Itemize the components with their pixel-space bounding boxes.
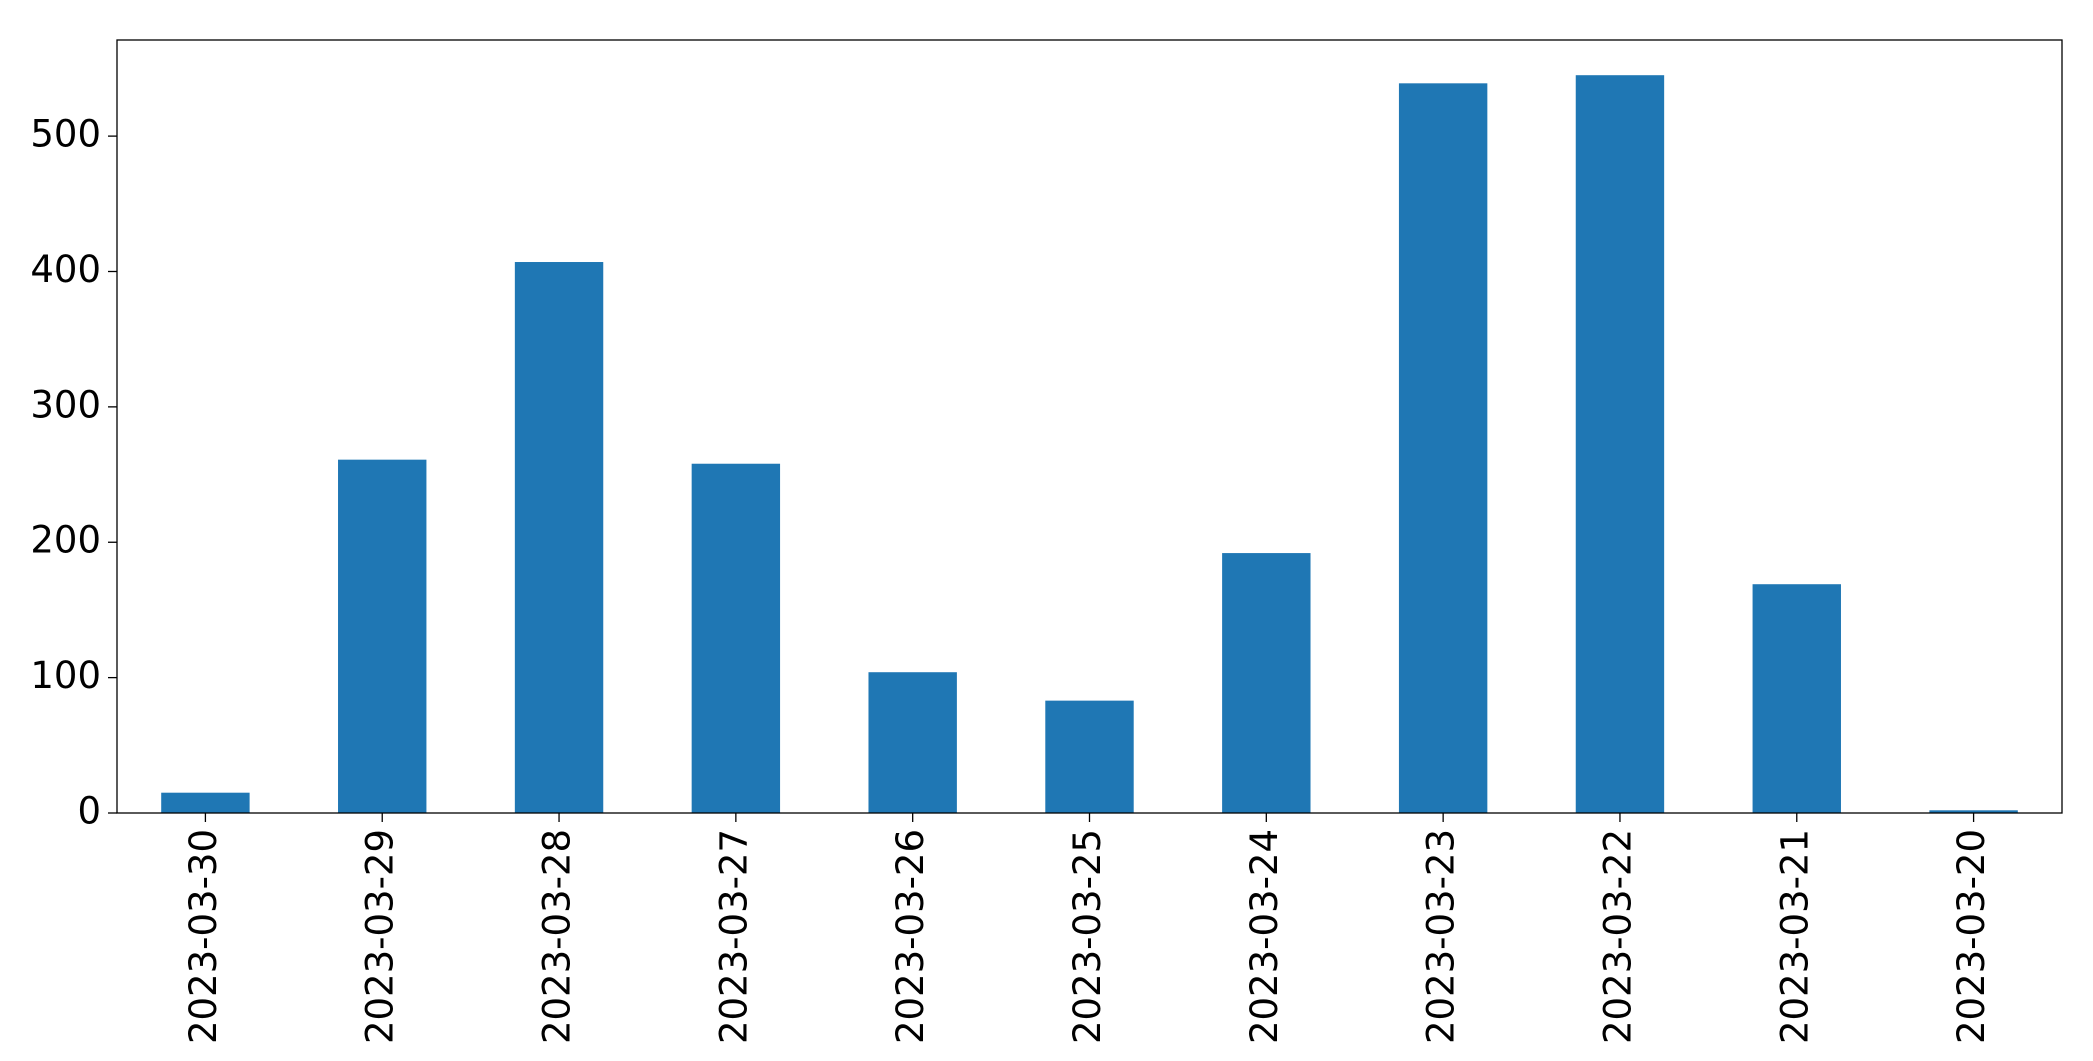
x-tick-label: 2023-03-30: [182, 829, 225, 1044]
bar: [1575, 75, 1665, 814]
y-tick-label: 100: [30, 654, 101, 697]
y-tick-label: 300: [30, 383, 101, 426]
bar: [1752, 584, 1841, 813]
x-tick-label: 2023-03-29: [359, 829, 402, 1044]
bar: [691, 463, 781, 813]
bar: [868, 672, 957, 813]
x-tick-label: 2023-03-28: [536, 829, 579, 1044]
bar: [1929, 810, 2018, 813]
bar: [1222, 553, 1311, 813]
bar: [1398, 83, 1488, 813]
bar: [514, 262, 604, 813]
x-tick-label: 2023-03-26: [889, 829, 932, 1044]
x-tick-label: 2023-03-24: [1243, 829, 1286, 1044]
x-tick-label: 2023-03-22: [1596, 829, 1639, 1044]
x-tick-label: 2023-03-25: [1066, 829, 1109, 1044]
y-tick-label: 0: [77, 790, 101, 833]
y-tick-label: 500: [30, 113, 101, 156]
x-tick-label: 2023-03-23: [1420, 829, 1463, 1044]
bar: [161, 792, 250, 813]
y-tick-label: 400: [30, 248, 101, 291]
bar: [338, 459, 427, 813]
x-tick-label: 2023-03-20: [1950, 829, 1993, 1044]
y-tick-label: 200: [30, 519, 101, 562]
x-tick-label: 2023-03-27: [712, 829, 755, 1044]
x-tick-label: 2023-03-21: [1773, 829, 1816, 1044]
plot-frame: [116, 39, 2063, 814]
bar: [1045, 700, 1134, 813]
